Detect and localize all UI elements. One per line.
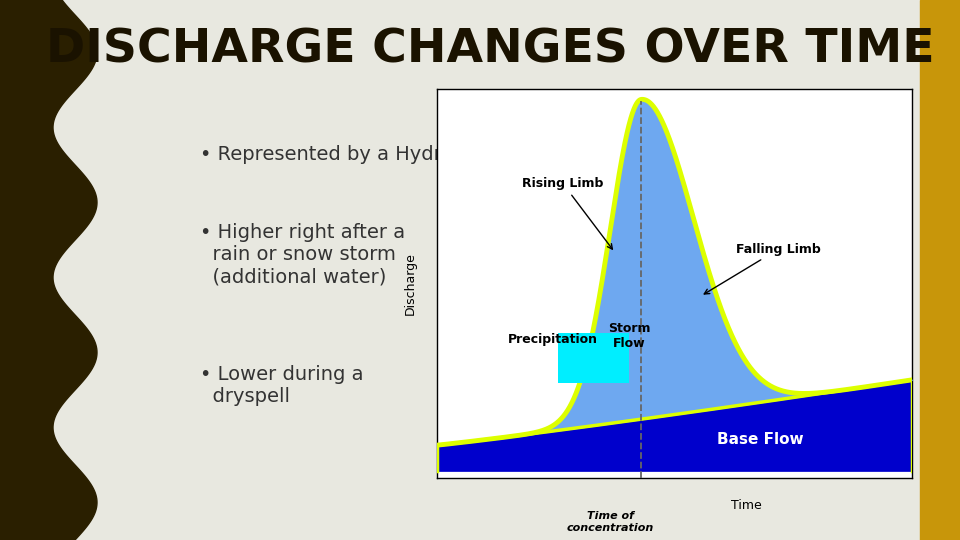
Text: Discharge: Discharge (404, 252, 418, 315)
Text: DISCHARGE CHANGES OVER TIME: DISCHARGE CHANGES OVER TIME (46, 28, 934, 72)
Text: Base Flow: Base Flow (716, 432, 804, 447)
Text: Storm
Flow: Storm Flow (608, 322, 651, 350)
Text: Time: Time (732, 500, 762, 512)
Text: Precipitation: Precipitation (508, 333, 598, 346)
Bar (558, 333, 629, 383)
Polygon shape (920, 0, 960, 540)
Text: • Represented by a Hydrograph: • Represented by a Hydrograph (200, 145, 511, 165)
Text: Time of
concentration: Time of concentration (566, 511, 654, 532)
Text: Falling Limb: Falling Limb (705, 242, 821, 294)
Text: Rising Limb: Rising Limb (522, 177, 612, 249)
Polygon shape (0, 0, 97, 540)
Text: • Lower during a
  dryspell: • Lower during a dryspell (200, 364, 364, 406)
Text: • Higher right after a
  rain or snow storm
  (additional water): • Higher right after a rain or snow stor… (200, 224, 405, 287)
